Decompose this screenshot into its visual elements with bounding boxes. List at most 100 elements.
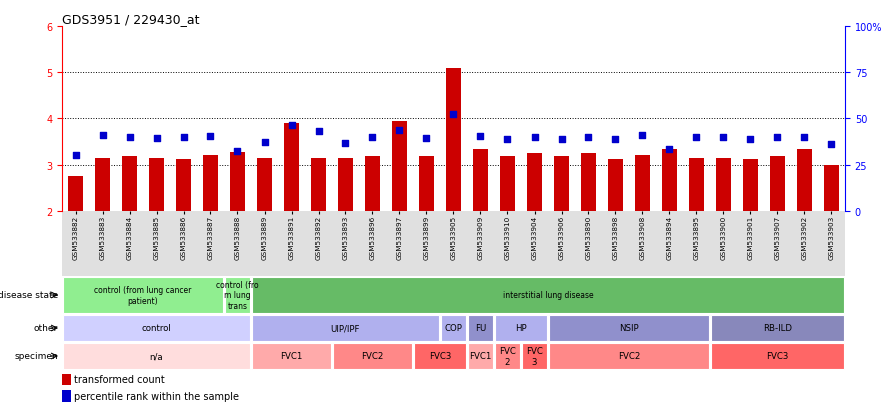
Bar [711,315,845,342]
Bar [62,374,70,385]
Point [500,137,515,143]
Bar [419,157,434,211]
Bar [473,149,488,211]
Bar [252,343,331,370]
Text: transformed count: transformed count [74,374,165,384]
Bar [494,343,521,370]
Bar [581,154,596,211]
Bar [824,165,839,211]
Point [825,141,839,148]
Bar [122,157,137,211]
Bar [257,159,272,211]
Bar [440,315,466,342]
Text: control (from lung cancer
patient): control (from lung cancer patient) [94,286,192,305]
Text: specimen: specimen [14,351,58,361]
Text: FVC
2: FVC 2 [499,347,516,366]
Point [366,134,380,141]
Text: disease state: disease state [0,291,58,300]
Bar [468,343,493,370]
Bar [252,277,845,313]
Point [447,111,461,118]
Point [338,140,352,147]
Bar [446,69,461,211]
Point [473,133,487,140]
Bar [332,343,412,370]
Bar [554,157,569,211]
Point [122,134,137,141]
Bar [663,149,677,211]
Bar [311,159,326,211]
Bar [176,160,191,211]
Bar [743,160,758,211]
Point [716,134,730,141]
Bar [63,277,224,313]
Text: n/a: n/a [150,351,163,361]
Point [797,134,811,141]
Point [771,134,785,141]
Bar [711,343,845,370]
Text: NSIP: NSIP [619,324,639,333]
Bar [468,315,493,342]
Text: UIP/IPF: UIP/IPF [330,324,360,333]
Bar [392,121,407,211]
Point [95,132,109,139]
Text: interstitial lung disease: interstitial lung disease [503,291,593,300]
Bar [413,343,466,370]
Point [690,134,704,141]
Bar [522,343,547,370]
Text: FVC2: FVC2 [361,351,384,361]
Bar [549,315,709,342]
Bar [63,315,250,342]
Bar [62,390,70,401]
Bar [225,277,250,313]
Bar [204,156,218,211]
Text: FVC1: FVC1 [470,351,492,361]
Point [257,139,271,146]
Text: FVC3: FVC3 [429,351,451,361]
Text: HP: HP [515,324,527,333]
Text: FVC1: FVC1 [280,351,303,361]
Point [204,133,218,140]
Bar [635,156,650,211]
Bar [494,315,547,342]
Point [635,132,649,139]
Text: FU: FU [475,324,486,333]
Bar [284,124,299,211]
Bar [63,343,250,370]
Bar [797,149,812,211]
Point [419,135,433,142]
Bar [95,159,110,211]
Text: COP: COP [445,324,463,333]
Bar [716,159,731,211]
Point [285,123,299,129]
Bar [549,343,709,370]
Text: control: control [142,324,172,333]
Text: GDS3951 / 229430_at: GDS3951 / 229430_at [62,13,199,26]
Point [231,148,245,155]
Point [150,135,164,142]
Point [663,146,677,152]
Point [176,134,190,141]
Bar [68,177,83,211]
Point [69,153,83,159]
Bar [230,152,245,211]
Bar [338,159,353,211]
Text: control (fro
m lung
trans: control (fro m lung trans [216,280,259,310]
Bar [527,154,542,211]
Bar [689,159,704,211]
Text: FVC
3: FVC 3 [526,347,543,366]
Point [312,129,326,135]
Text: FVC3: FVC3 [766,351,788,361]
Bar [365,157,380,211]
Point [554,137,568,143]
Point [392,128,406,134]
Bar [500,157,515,211]
Bar [252,315,440,342]
Point [581,134,596,141]
Point [528,134,542,141]
Text: RB-ILD: RB-ILD [763,324,792,333]
Text: percentile rank within the sample: percentile rank within the sample [74,391,240,401]
Text: FVC2: FVC2 [618,351,640,361]
Bar [770,157,785,211]
Bar [608,160,623,211]
